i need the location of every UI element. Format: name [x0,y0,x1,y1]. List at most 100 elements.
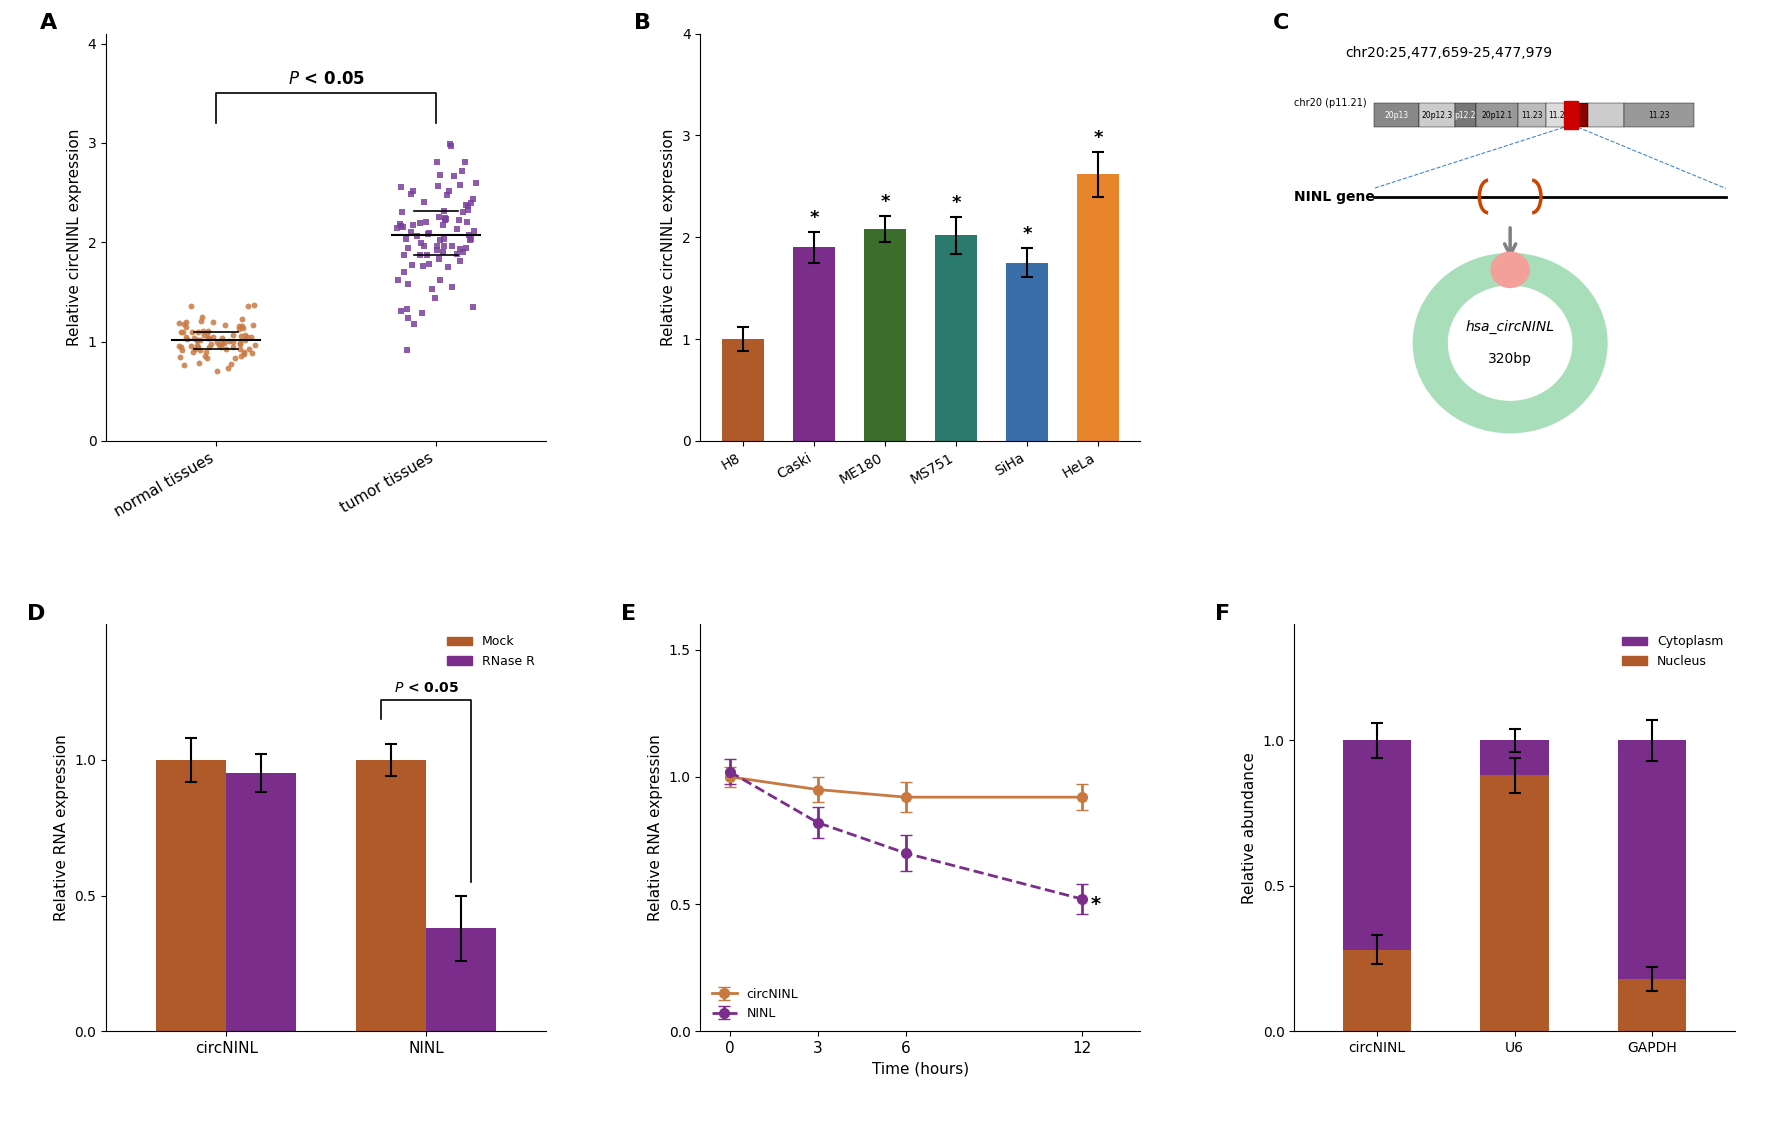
Point [237,344,266,362]
Text: p12.2: p12.2 [1455,111,1476,120]
Point [241,336,269,354]
Point [442,220,471,238]
FancyBboxPatch shape [1374,103,1420,128]
Point [451,240,480,258]
Point [166,337,195,355]
Point [219,333,248,351]
Point [204,362,232,380]
Point [191,326,219,344]
Point [418,279,446,297]
Point [395,275,423,293]
Point [168,341,196,359]
Text: chr20 (p11.21): chr20 (p11.21) [1294,98,1366,108]
Point [451,154,480,172]
Point [398,182,427,200]
Point [409,193,437,211]
Point [439,167,467,185]
Point [384,219,412,237]
Point [228,317,257,335]
Point [389,263,418,281]
Bar [864,229,906,441]
Bar [156,760,227,1031]
Legend: Cytoplasm, Nucleus: Cytoplasm, Nucleus [1618,630,1728,673]
Point [457,194,485,212]
Point [395,308,423,326]
Point [198,327,227,345]
Bar [1618,979,1687,1031]
Point [184,336,212,354]
Point [166,349,195,367]
Point [186,341,214,359]
Text: $\it{P}$ < 0.05: $\it{P}$ < 0.05 [393,680,458,695]
Point [423,241,451,259]
Bar [1618,741,1687,979]
Point [228,318,257,336]
Point [395,239,423,257]
Bar [1076,174,1119,441]
Point [425,231,453,249]
Text: E: E [621,604,635,623]
FancyBboxPatch shape [1455,103,1476,128]
Point [193,330,221,348]
Point [177,323,205,341]
Point [453,213,481,231]
Text: B: B [634,13,651,34]
Text: 20p12.3: 20p12.3 [1421,111,1453,120]
Point [186,354,214,372]
Text: A: A [41,13,57,34]
Line: 2 pts: 2 pts [1577,128,1726,188]
Point [193,350,221,368]
Point [172,328,200,346]
Point [460,222,489,240]
Point [221,349,250,367]
Point [398,257,427,275]
Point [405,214,434,232]
Point [184,337,212,355]
Bar [793,248,835,441]
Point [165,314,193,332]
Point [430,237,458,254]
Bar [1480,741,1549,776]
Point [195,330,223,348]
Point [232,331,260,349]
Point [181,340,209,358]
Bar [722,339,765,441]
Point [428,243,457,261]
Point [225,317,253,335]
Point [207,334,235,352]
Bar [1343,741,1411,949]
Point [409,257,437,275]
Point [455,226,483,244]
Point [166,324,195,342]
Point [207,328,235,346]
Point [237,327,266,345]
Point [411,237,439,254]
Point [234,297,262,315]
Point [388,217,416,235]
FancyBboxPatch shape [1476,103,1519,128]
Point [182,331,211,349]
Point [427,166,455,184]
Point [165,336,193,354]
Point [1554,121,1575,135]
Text: 20p13: 20p13 [1384,111,1409,120]
Point [1715,182,1736,195]
Point [225,319,253,337]
Point [195,337,223,355]
Point [434,258,462,276]
Point [393,300,421,318]
Y-axis label: Relative RNA expression: Relative RNA expression [648,734,664,921]
Point [204,333,232,351]
FancyBboxPatch shape [1420,103,1455,128]
Text: *: * [809,209,820,228]
Point [189,322,218,340]
Text: *: * [1021,225,1032,243]
Y-axis label: Relative circNINL expression: Relative circNINL expression [662,129,676,346]
Point [227,334,255,352]
Point [458,298,487,316]
Point [423,177,451,195]
Point [225,340,253,358]
Circle shape [1412,253,1607,433]
Text: *: * [1090,895,1101,914]
Point [228,311,257,328]
